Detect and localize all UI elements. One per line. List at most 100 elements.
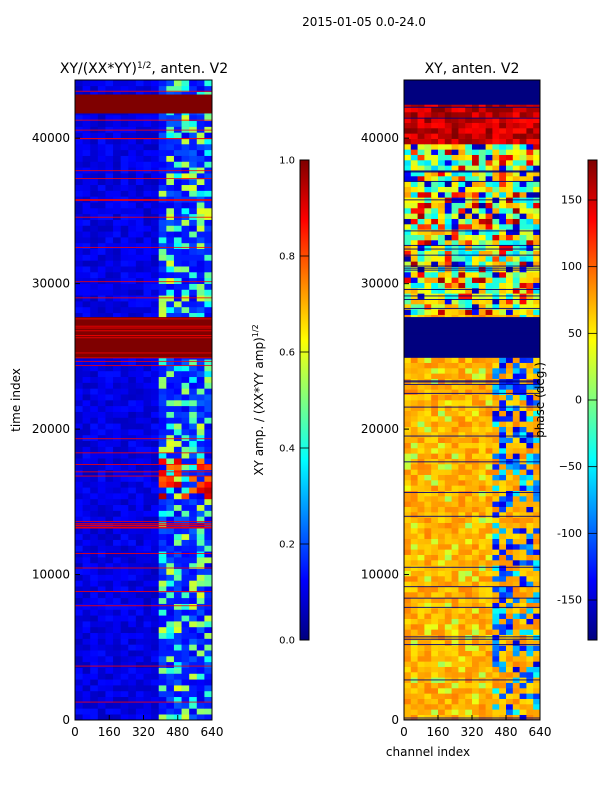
heatmap-cell — [151, 225, 160, 232]
heatmap-cell — [431, 282, 439, 289]
heatmap-cell — [519, 288, 527, 294]
heatmap-cell — [196, 609, 205, 616]
heatmap-cell — [113, 621, 121, 628]
heatmap-cell — [151, 446, 160, 453]
heatmap-cell — [196, 295, 205, 302]
heatmap-cell — [512, 645, 520, 651]
heatmap-cell — [444, 261, 452, 267]
heatmap-cell — [196, 493, 205, 500]
heatmap-cell — [512, 496, 520, 502]
heatmap-cell — [158, 650, 167, 657]
heatmap-cell — [143, 155, 152, 162]
heatmap-cell — [492, 234, 500, 241]
heatmap-cell — [143, 690, 152, 698]
flagged-line — [404, 406, 540, 408]
heatmap-cell — [478, 528, 486, 534]
heatmap-cell — [105, 138, 114, 145]
heatmap-cell — [478, 288, 486, 294]
heatmap-cell — [166, 272, 175, 279]
heatmap-cell — [458, 298, 466, 305]
heatmap-cell — [499, 245, 507, 251]
heatmap-cell — [431, 245, 439, 251]
heatmap-cell — [438, 442, 446, 449]
heatmap-cell — [105, 242, 114, 250]
heatmap-cell — [417, 202, 425, 209]
heatmap-cell — [431, 154, 439, 161]
heatmap-cell — [97, 405, 106, 412]
heatmap-cell — [75, 714, 83, 721]
heatmap-cell — [424, 362, 432, 369]
heatmap-cell — [499, 645, 507, 651]
heatmap-cell — [506, 544, 514, 550]
heatmap-cell — [151, 638, 160, 645]
heatmap-cell — [519, 682, 527, 689]
heatmap-cell — [485, 309, 493, 315]
heatmap-cell — [410, 592, 418, 598]
heatmap-cell — [75, 149, 83, 156]
heatmap-cell — [158, 301, 167, 308]
heatmap-cell — [451, 389, 459, 395]
heatmap-cell — [492, 570, 500, 577]
heatmap-cell — [431, 106, 439, 113]
heatmap-cell — [533, 624, 541, 630]
heatmap-cell — [166, 254, 175, 261]
heatmap-cell — [105, 562, 114, 570]
heatmap-cell — [143, 184, 152, 191]
heatmap-cell — [105, 434, 114, 442]
heatmap-cell — [451, 250, 459, 257]
heatmap-cell — [143, 173, 152, 180]
heatmap-cell — [97, 452, 106, 459]
heatmap-cell — [189, 120, 198, 127]
heatmap-cell — [492, 138, 500, 145]
heatmap-cell — [105, 586, 114, 593]
heatmap-cell — [189, 638, 198, 645]
heatmap-cell — [519, 144, 527, 150]
heatmap-cell — [506, 133, 514, 139]
heatmap-cell — [533, 453, 541, 459]
heatmap-cell — [512, 442, 520, 449]
heatmap-cell — [97, 417, 106, 424]
heatmap-cell — [90, 370, 99, 378]
heatmap-cell — [166, 85, 175, 92]
heatmap-cell — [97, 301, 106, 308]
heatmap-cell — [97, 679, 106, 686]
heatmap-cell — [458, 384, 466, 390]
heatmap-cell — [410, 506, 418, 513]
heatmap-cell — [465, 426, 473, 433]
heatmap-cell — [90, 178, 99, 186]
heatmap-cell — [404, 634, 412, 641]
heatmap-cell — [82, 376, 91, 383]
heatmap-cell — [506, 416, 514, 422]
heatmap-cell — [519, 661, 527, 667]
heatmap-cell — [526, 218, 534, 225]
heatmap-cell — [512, 149, 520, 155]
heatmap-cell — [512, 245, 520, 251]
heatmap-cell — [512, 309, 520, 315]
heatmap-cell — [181, 359, 190, 366]
heatmap-cell — [458, 234, 466, 241]
heatmap-cell — [519, 554, 527, 561]
heatmap-cell — [158, 440, 167, 447]
heatmap-cell — [410, 250, 418, 257]
heatmap-cell — [438, 618, 446, 625]
heatmap-cell — [128, 242, 137, 250]
heatmap-cell — [506, 522, 514, 529]
heatmap-cell — [82, 161, 91, 168]
heatmap-cell — [444, 208, 452, 214]
heatmap-cell — [113, 178, 121, 186]
heatmap-cell — [113, 661, 121, 668]
heatmap-cell — [526, 576, 534, 582]
heatmap-cell — [506, 714, 514, 721]
heatmap-cell — [151, 138, 160, 145]
heatmap-cell — [512, 432, 520, 438]
heatmap-cell — [113, 219, 121, 226]
heatmap-cell — [506, 410, 514, 417]
heatmap-cell — [120, 586, 129, 593]
heatmap-cell — [82, 603, 91, 610]
heatmap-cell — [533, 362, 541, 369]
heatmap-cell — [458, 656, 466, 662]
heatmap-cell — [478, 144, 486, 150]
heatmap-cell — [492, 106, 500, 113]
heatmap-cell — [506, 586, 514, 593]
heatmap-cell — [204, 85, 213, 92]
